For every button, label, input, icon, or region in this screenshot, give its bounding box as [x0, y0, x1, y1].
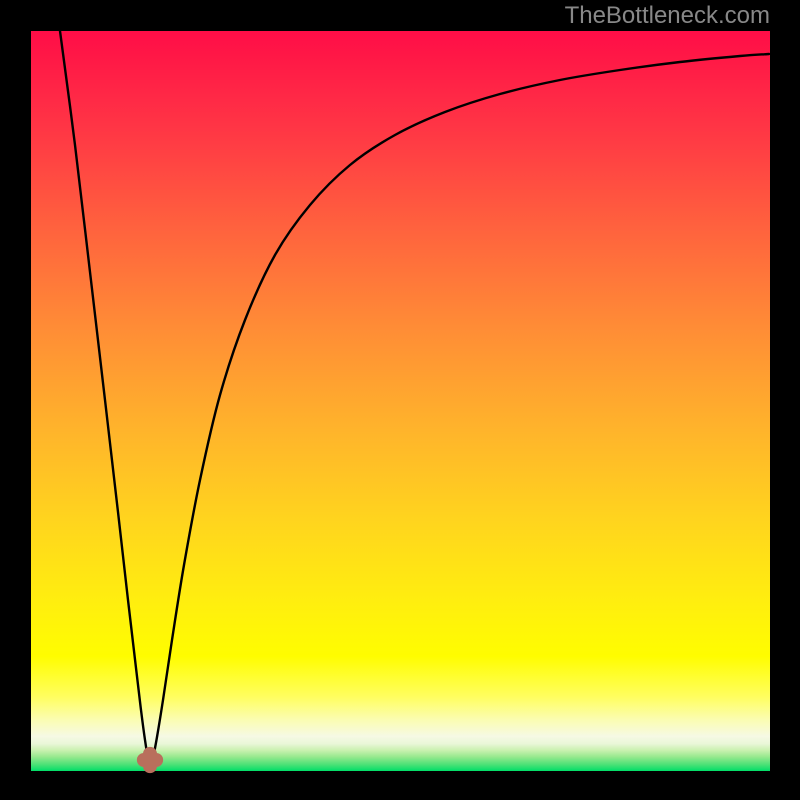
chart-stage: TheBottleneck.com: [0, 0, 800, 800]
plot-background: [31, 31, 770, 771]
watermark-text: TheBottleneck.com: [565, 2, 770, 30]
plot-svg: [0, 0, 800, 800]
